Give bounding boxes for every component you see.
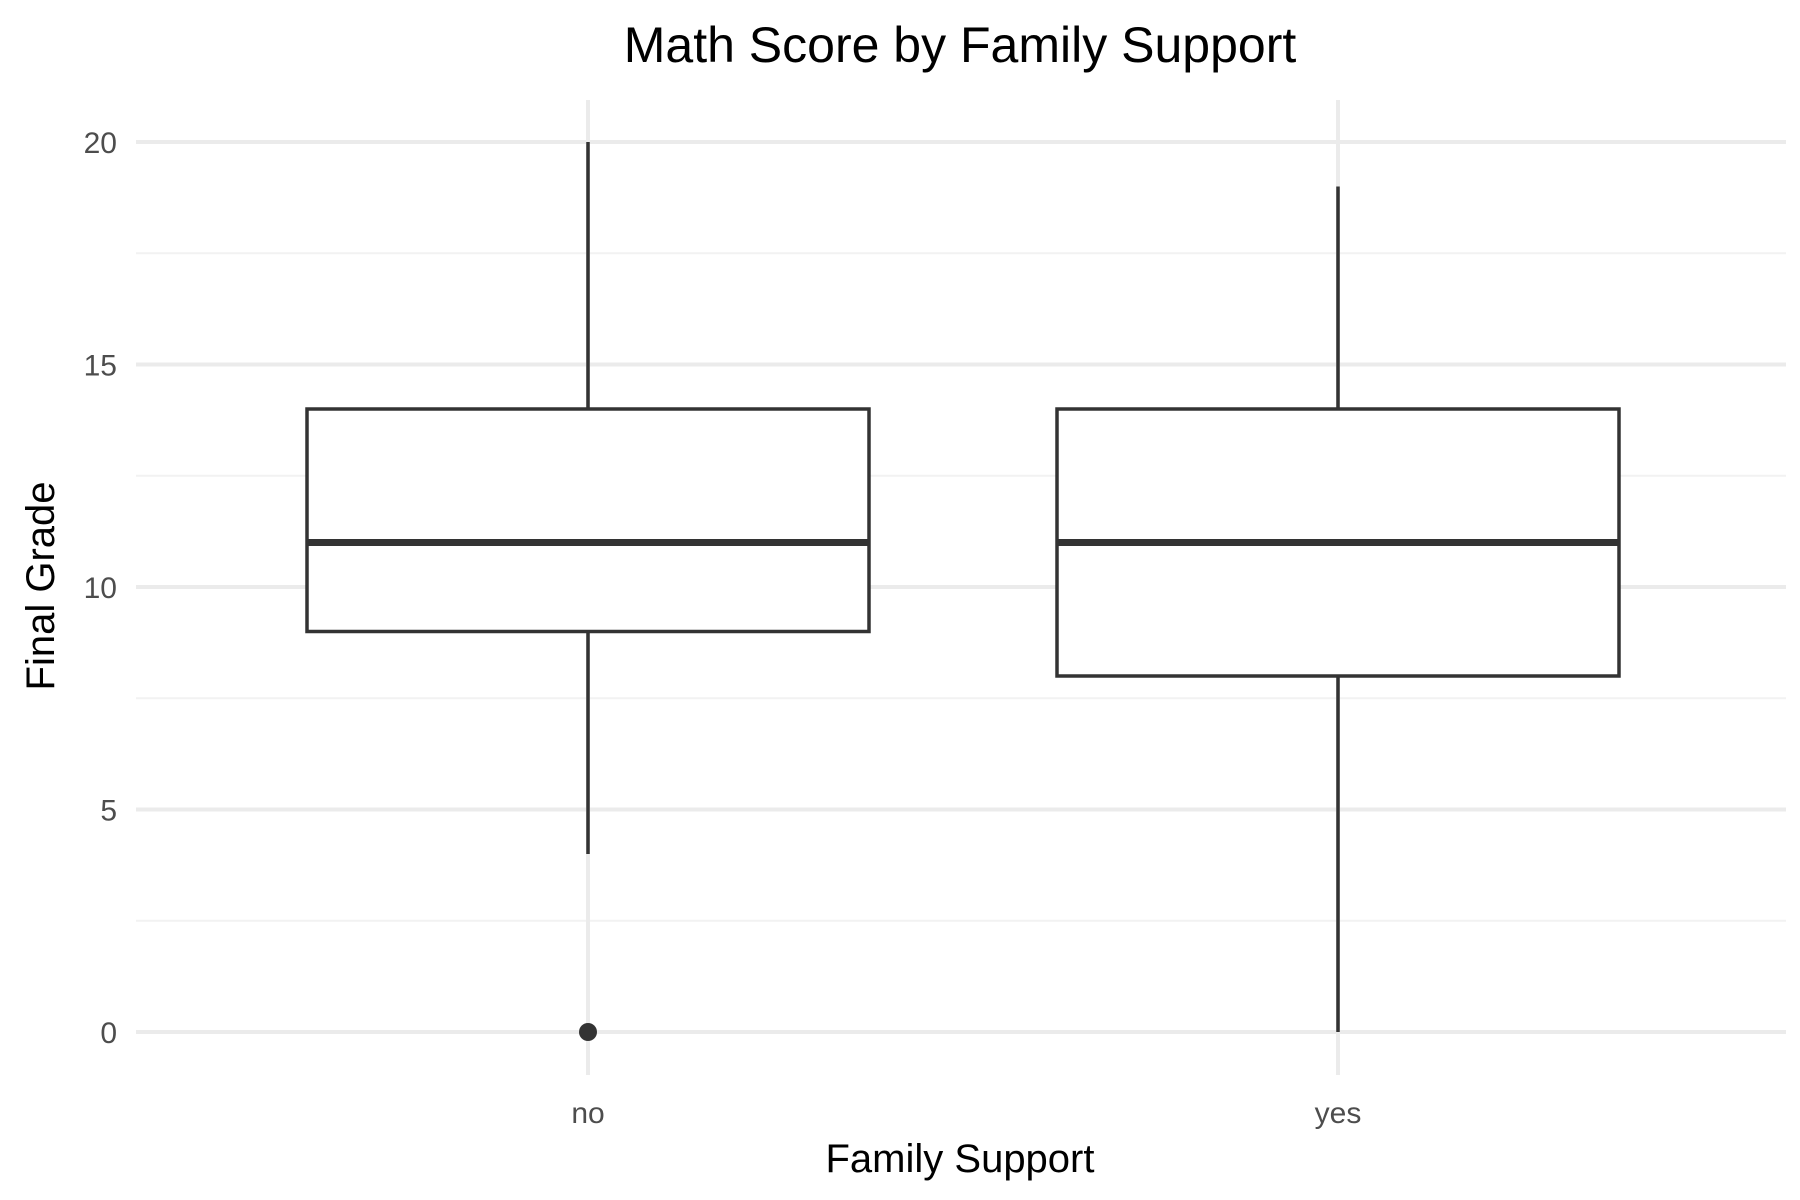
x-axis-title: Family Support: [826, 1137, 1095, 1181]
outlier-point: [579, 1023, 597, 1041]
y-tick-label: 5: [100, 795, 117, 828]
tick-layer: 0 5 10 15 20 no yes: [84, 127, 1362, 1130]
x-tick-label: yes: [1315, 1097, 1362, 1130]
box-iqr: [305, 407, 871, 634]
y-tick-label: 15: [84, 350, 117, 383]
box-layer: [305, 142, 1621, 1041]
y-tick-label: 10: [84, 572, 117, 605]
y-axis-title: Final Grade: [19, 482, 63, 691]
x-tick-label: no: [571, 1097, 604, 1130]
y-tick-label: 0: [100, 1017, 117, 1050]
chart-title: Math Score by Family Support: [624, 17, 1297, 73]
y-tick-label: 20: [84, 127, 117, 160]
